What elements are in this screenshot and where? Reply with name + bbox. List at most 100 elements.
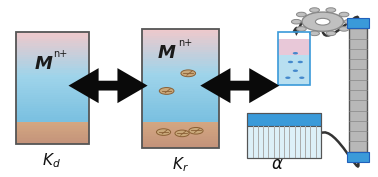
Bar xyxy=(142,68,219,70)
Bar xyxy=(142,96,219,98)
Circle shape xyxy=(156,129,170,135)
Circle shape xyxy=(326,31,336,36)
Bar xyxy=(142,123,219,125)
Bar xyxy=(16,57,89,59)
Text: n+: n+ xyxy=(178,38,192,48)
Bar xyxy=(16,37,89,39)
Bar xyxy=(142,112,219,115)
Bar xyxy=(142,52,219,54)
Bar xyxy=(16,48,89,50)
Polygon shape xyxy=(200,68,279,103)
Bar xyxy=(142,139,219,141)
Bar xyxy=(142,73,219,75)
Bar xyxy=(142,64,219,66)
Circle shape xyxy=(302,12,343,31)
Bar xyxy=(142,87,219,89)
Bar xyxy=(16,102,89,104)
Bar xyxy=(16,128,89,129)
Circle shape xyxy=(339,27,349,31)
Circle shape xyxy=(288,61,293,63)
Bar xyxy=(142,125,219,127)
Bar xyxy=(142,36,219,38)
Bar xyxy=(142,119,219,122)
Bar xyxy=(16,109,89,111)
Bar xyxy=(16,64,89,66)
Bar xyxy=(16,141,89,143)
Bar xyxy=(142,57,219,59)
Bar xyxy=(16,52,89,55)
Circle shape xyxy=(296,27,306,31)
Bar xyxy=(142,82,219,84)
Bar xyxy=(16,117,89,120)
Bar xyxy=(16,106,89,109)
Bar xyxy=(16,43,89,46)
Bar xyxy=(16,68,89,70)
Bar xyxy=(16,113,89,115)
Bar xyxy=(16,125,89,126)
Bar xyxy=(16,115,89,117)
Bar xyxy=(16,135,89,137)
Bar xyxy=(142,31,219,33)
Bar xyxy=(16,79,89,82)
Bar xyxy=(142,70,219,73)
Bar xyxy=(16,41,89,43)
Circle shape xyxy=(159,88,174,94)
Bar xyxy=(142,127,219,129)
Bar xyxy=(142,117,219,119)
Bar xyxy=(16,59,89,61)
Bar xyxy=(16,82,89,84)
Bar xyxy=(142,80,219,82)
Circle shape xyxy=(189,127,203,134)
Bar xyxy=(16,129,89,131)
Bar xyxy=(142,144,219,146)
Bar xyxy=(16,73,89,75)
Bar xyxy=(16,104,89,106)
Bar xyxy=(16,95,89,97)
Bar xyxy=(142,84,219,87)
Bar xyxy=(142,47,219,50)
Bar xyxy=(142,29,219,31)
Bar xyxy=(142,54,219,57)
Bar xyxy=(142,142,219,144)
Bar xyxy=(142,40,219,43)
Bar xyxy=(16,134,89,135)
Bar xyxy=(16,88,89,90)
Bar xyxy=(16,126,89,128)
Text: $K_d$: $K_d$ xyxy=(42,152,61,170)
Bar xyxy=(16,132,89,134)
Circle shape xyxy=(326,8,336,12)
Circle shape xyxy=(293,70,298,72)
Bar xyxy=(142,43,219,45)
Bar xyxy=(347,18,369,28)
Bar xyxy=(142,101,219,103)
Bar xyxy=(142,129,219,130)
Text: M: M xyxy=(158,44,175,62)
Bar xyxy=(16,140,89,141)
Bar xyxy=(142,94,219,96)
Bar xyxy=(16,50,89,52)
Circle shape xyxy=(285,76,291,79)
Bar xyxy=(16,99,89,102)
Bar xyxy=(247,125,321,158)
Bar xyxy=(347,152,369,162)
Circle shape xyxy=(299,76,304,79)
Bar xyxy=(16,123,89,125)
Bar xyxy=(16,32,89,35)
Bar xyxy=(16,46,89,48)
Polygon shape xyxy=(68,68,147,103)
Circle shape xyxy=(296,12,306,17)
Bar xyxy=(16,32,89,144)
Bar xyxy=(16,122,89,123)
Bar xyxy=(142,134,219,136)
Bar xyxy=(142,115,219,117)
Bar xyxy=(142,91,219,94)
Bar xyxy=(16,138,89,140)
Text: M: M xyxy=(35,55,53,73)
Bar xyxy=(16,84,89,86)
Bar xyxy=(16,120,89,122)
Circle shape xyxy=(293,52,298,55)
Bar xyxy=(142,130,219,132)
Circle shape xyxy=(339,12,349,17)
Circle shape xyxy=(316,18,330,25)
Bar xyxy=(142,137,219,139)
